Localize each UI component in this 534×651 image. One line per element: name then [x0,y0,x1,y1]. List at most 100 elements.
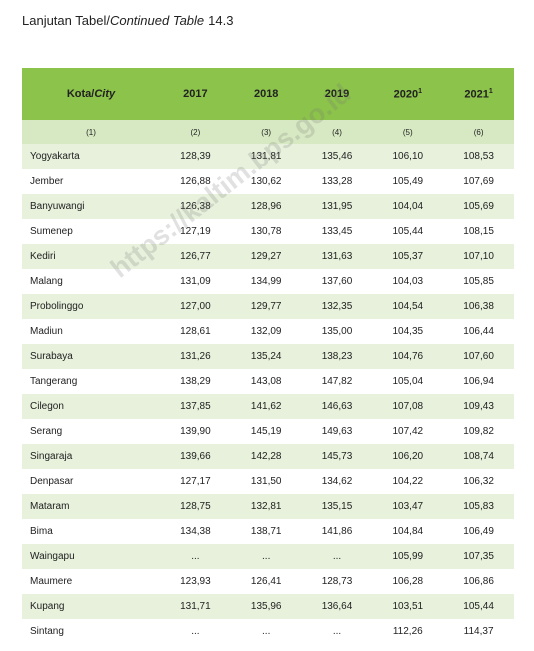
column-number: (2) [160,120,231,144]
column-number: (5) [372,120,444,144]
value-cell: 108,53 [443,144,514,169]
value-cell: 107,42 [392,426,424,437]
column-number: (6) [443,120,514,144]
data-row: Malang 131,09 134,99 137,60 104,03 105,85 [22,269,514,294]
value-cell: 133,45 [321,226,353,237]
value-cell: 104,03 [392,276,424,287]
value-cell: 131,81 [230,144,302,169]
value-cell: 108,15 [463,226,494,237]
value-cell: 106,44 [463,326,494,337]
value-cell: ... [160,544,231,569]
city-cell: Madiun [30,326,63,337]
value-cell: 141,62 [230,394,302,419]
value-cell: 126,88 [180,176,211,187]
value-cell: 138,71 [250,526,282,537]
value-cell: 138,29 [180,376,211,387]
value-cell: 107,35 [443,544,514,569]
value-cell: 106,49 [463,526,494,537]
header-text: 2018 [253,88,279,100]
header-superscript: 1 [418,87,422,95]
value-cell: 104,04 [372,194,444,219]
value-cell: 126,38 [160,194,231,219]
value-cell: 139,66 [160,444,231,469]
value-cell: 104,22 [392,476,424,487]
city-cell: Kupang [22,594,160,619]
value-cell: 123,93 [180,576,211,587]
value-cell: 134,38 [180,526,211,537]
header-row: Kota/City 2017 2018 2019 20201 20211 [22,68,514,120]
value-cell: 106,86 [463,576,494,587]
table-body: (1) (2) (3) (4) (5) (6) Yogyakarta 128,39 131,81… [22,120,514,644]
city-cell: Bima [30,526,53,537]
city-cell: Banyuwangi [22,194,160,219]
value-cell: ... [301,544,373,569]
header-superscript: 1 [488,87,493,95]
value-cell: 143,08 [250,376,282,387]
caption-prefix: Lanjutan Tabel/ [22,13,110,28]
value-cell: 107,10 [443,244,514,269]
city-cell: Sintang [30,626,64,637]
value-cell: 104,84 [392,526,424,537]
value-cell: 105,04 [392,376,424,387]
value-cell: 134,99 [250,276,282,287]
caption-number: 14.3 [208,13,234,28]
city-cell: Maumere [30,576,73,587]
data-row: Probolinggo 127,00 129,77 132,35 104,54 106,3… [22,294,514,319]
value-cell: 104,76 [372,344,444,369]
caption: Lanjutan Tabel/Continued Table 14.3 [22,13,233,28]
value-cell: 129,27 [230,244,302,269]
value-cell: 147,82 [321,376,353,387]
column-number: (1) [22,120,160,144]
value-cell: 128,39 [160,144,231,169]
data-row: Banyuwangi 126,38 128,96 131,95 104,04 105,69 [22,194,514,219]
value-cell: 128,73 [321,576,353,587]
header-text: 2020 [393,88,419,101]
value-cell: 105,37 [372,244,444,269]
value-cell: 132,81 [230,494,302,519]
column-number: (3) [230,120,302,144]
value-cell: 114,37 [463,626,494,637]
value-cell: 129,77 [230,294,302,319]
value-cell: 127,19 [180,226,211,237]
value-cell: ... [230,544,302,569]
value-cell: 132,35 [301,294,373,319]
header-cell: 2018 [230,68,302,120]
city-cell: Serang [30,426,63,437]
value-cell: 145,73 [301,444,373,469]
data-row: Madiun 128,61 132,09 135,00 104,35 106,44 [22,319,514,344]
column-number-row: (1) (2) (3) (4) (5) (6) [22,120,514,144]
data-row: Maumere 123,93 126,41 128,73 106,28 106,86 [22,569,514,594]
header-cell: 20211 [443,68,514,120]
value-cell: 106,10 [372,144,444,169]
caption-italic: Continued Table [109,13,205,28]
value-cell: 145,19 [250,426,282,437]
data-row: Cilegon 137,85 141,62 146,63 107,08 109,43 [22,394,514,419]
value-cell: 137,60 [321,276,353,287]
value-cell: 131,95 [301,194,373,219]
header-text: 2019 [324,88,350,100]
city-cell: Cilegon [22,394,160,419]
value-cell: 104,35 [392,326,424,337]
value-cell: 105,85 [463,276,494,287]
value-cell: 134,62 [321,476,353,487]
city-cell: Waingapu [22,544,160,569]
city-cell: Sumenep [30,226,73,237]
value-cell: 132,09 [250,326,282,337]
header-cell: 2017 [160,68,231,120]
value-cell: 105,49 [392,176,424,187]
value-cell: 131,50 [250,476,282,487]
data-row: Mataram 128,75 132,81 135,15 103,47 105,83 [22,494,514,519]
value-cell: 130,62 [250,176,282,187]
value-cell: 131,71 [160,594,231,619]
value-cell: 127,17 [180,476,211,487]
value-cell: 139,90 [180,426,211,437]
value-cell: 141,86 [321,526,353,537]
value-cell: 135,00 [321,326,353,337]
value-cell: ... [191,626,200,637]
value-cell: 135,46 [301,144,373,169]
data-row: Sumenep 127,19 130,78 133,45 105,44 108,15 [22,219,514,244]
value-cell: 105,83 [443,494,514,519]
value-cell: 105,44 [443,594,514,619]
header-cell: 20201 [372,68,444,120]
header-cell: Kota/City [22,68,160,120]
